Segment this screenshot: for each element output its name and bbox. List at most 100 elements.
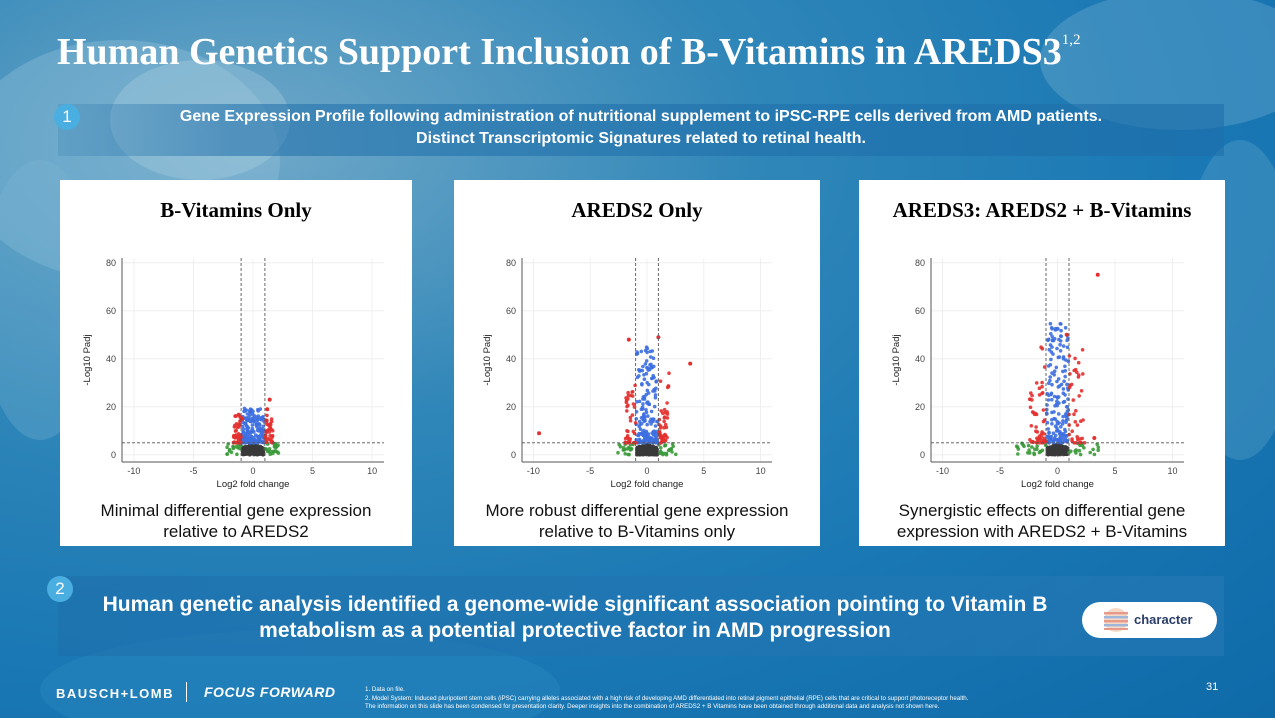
data-point xyxy=(1045,420,1050,425)
data-point xyxy=(251,417,256,421)
data-point xyxy=(1020,441,1024,446)
section2-number-badge: 2 xyxy=(47,576,73,602)
data-point xyxy=(638,422,642,427)
data-point xyxy=(642,377,647,381)
data-point xyxy=(1057,412,1061,416)
data-point xyxy=(627,452,631,457)
data-point xyxy=(1040,380,1044,385)
data-point xyxy=(643,362,648,366)
data-point xyxy=(1082,446,1086,450)
data-point xyxy=(233,435,237,440)
caption-line2: relative to B-Vitamins only xyxy=(538,522,736,541)
data-point xyxy=(1072,441,1076,445)
data-point xyxy=(269,417,274,421)
volcano-plot-areds3: 0 20 40 60 80 -10 -5 0 5 10 Log2 fold change -Log10… xyxy=(891,258,1184,490)
data-point xyxy=(646,368,650,372)
data-point xyxy=(1052,369,1057,373)
data-point xyxy=(623,452,627,456)
data-point xyxy=(654,431,658,436)
outlier-point xyxy=(656,335,661,340)
data-point xyxy=(1062,379,1066,384)
y-tick-label: 0 xyxy=(511,450,516,460)
data-point xyxy=(1081,372,1085,376)
data-point xyxy=(1050,382,1054,387)
y-axis-label: -Log10 Padj xyxy=(482,334,493,385)
data-point xyxy=(249,439,254,443)
data-point xyxy=(661,436,665,441)
data-point xyxy=(1053,326,1058,331)
data-point xyxy=(1079,389,1084,393)
panel-caption: Minimal differential gene expression rel… xyxy=(60,500,412,542)
panel-title: B-Vitamins Only xyxy=(160,198,312,222)
data-point xyxy=(654,440,658,445)
data-point xyxy=(644,408,648,412)
x-tick-label: -10 xyxy=(527,466,540,476)
data-point xyxy=(651,373,655,378)
data-point xyxy=(652,404,657,409)
data-point xyxy=(644,437,649,441)
data-point xyxy=(245,445,250,450)
data-point xyxy=(1076,375,1081,379)
data-point xyxy=(1095,442,1099,447)
data-point xyxy=(1037,437,1041,441)
data-point xyxy=(658,379,663,383)
data-point xyxy=(653,393,658,397)
data-point xyxy=(628,448,633,452)
data-point xyxy=(1030,445,1034,449)
section1-text: Gene Expression Profile following admini… xyxy=(58,106,1224,150)
data-point xyxy=(650,365,654,370)
data-point xyxy=(662,433,667,438)
data-point xyxy=(1049,326,1054,330)
partner-logo-text: character xyxy=(1134,612,1193,627)
data-point xyxy=(1057,401,1061,405)
data-point xyxy=(1058,349,1063,353)
data-point xyxy=(1056,395,1061,399)
data-point xyxy=(267,427,271,432)
data-point xyxy=(1072,368,1076,373)
data-point xyxy=(1073,420,1078,424)
data-point xyxy=(630,390,634,394)
data-point xyxy=(1049,332,1053,336)
data-point xyxy=(1070,429,1074,433)
data-point xyxy=(1046,446,1051,451)
data-point xyxy=(651,389,655,393)
data-point xyxy=(1040,391,1045,395)
data-point xyxy=(641,397,645,401)
y-tick-label: 20 xyxy=(506,402,516,412)
y-tick-label: 20 xyxy=(915,402,925,412)
data-point xyxy=(645,388,650,393)
data-point xyxy=(628,415,633,420)
x-tick-label: 5 xyxy=(310,466,315,476)
data-point xyxy=(1048,363,1053,367)
data-point xyxy=(646,446,651,450)
x-tick-label: 10 xyxy=(1167,466,1177,476)
data-point xyxy=(1028,405,1033,410)
y-tick-label: 0 xyxy=(111,450,116,460)
data-point xyxy=(631,402,636,406)
footer-divider xyxy=(186,682,187,702)
data-point xyxy=(658,449,663,454)
data-point xyxy=(243,449,248,454)
data-point xyxy=(625,429,629,433)
data-point xyxy=(1091,447,1095,452)
data-point xyxy=(1075,370,1079,375)
data-point xyxy=(233,423,237,428)
data-point xyxy=(1079,419,1083,423)
y-tick-label: 60 xyxy=(506,306,516,316)
caption-line2: relative to AREDS2 xyxy=(163,522,309,541)
data-point xyxy=(645,422,649,427)
data-point xyxy=(1037,386,1042,390)
data-point xyxy=(1027,448,1031,452)
data-point xyxy=(225,445,229,450)
data-point xyxy=(1061,400,1066,404)
data-point xyxy=(625,434,630,438)
data-point xyxy=(1064,420,1068,424)
data-point xyxy=(1053,433,1058,438)
y-tick-label: 40 xyxy=(106,354,116,364)
data-point xyxy=(1055,451,1059,456)
y-tick-label: 80 xyxy=(106,258,116,268)
data-point xyxy=(1029,424,1034,428)
data-point xyxy=(1047,393,1051,398)
x-tick-label: 10 xyxy=(756,466,766,476)
data-point xyxy=(256,414,261,418)
